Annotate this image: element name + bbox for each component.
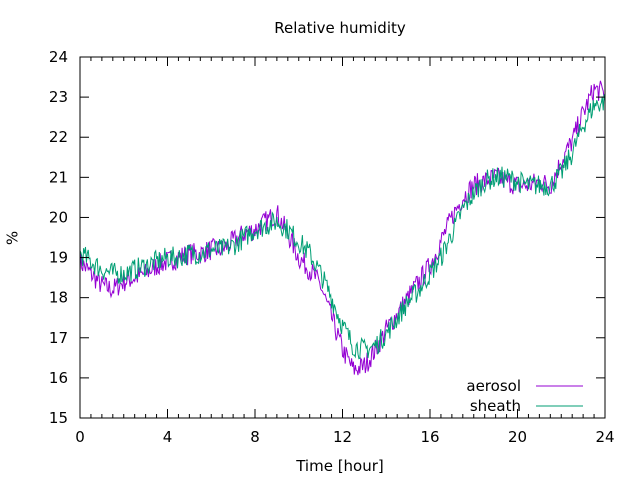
x-tick-label: 16 — [420, 428, 439, 446]
plot-frame — [79, 56, 606, 419]
legend-label-sheath: sheath — [470, 397, 521, 415]
legend: aerosol sheath — [466, 377, 583, 415]
x-axis-label: Time [hour] — [295, 457, 384, 475]
y-tick-label: 20 — [49, 208, 68, 226]
x-tick-label: 4 — [163, 428, 173, 446]
series-line-sheath — [79, 94, 606, 360]
y-tick-label: 21 — [49, 168, 68, 186]
y-tick-label: 18 — [49, 289, 68, 307]
legend-label-aerosol: aerosol — [466, 377, 521, 395]
x-tick-label: 20 — [508, 428, 527, 446]
chart-title: Relative humidity — [274, 19, 406, 37]
x-tick-label: 24 — [595, 428, 614, 446]
x-tick-label: 12 — [333, 428, 352, 446]
y-tick-label: 17 — [49, 329, 68, 347]
series-layer — [79, 80, 606, 376]
series-line-aerosol — [79, 80, 606, 376]
y-tick-label: 22 — [49, 128, 68, 146]
y-tick-label: 19 — [49, 249, 68, 267]
y-tick-label: 23 — [49, 88, 68, 106]
y-tick-label: 15 — [49, 409, 68, 427]
x-tick-label: 0 — [75, 428, 85, 446]
y-tick-label: 16 — [49, 369, 68, 387]
tick-layer: 0 4 8 12 16 20 24 15 16 17 18 19 20 21 22 23 24 — [49, 48, 615, 446]
y-tick-label: 24 — [49, 48, 68, 66]
y-axis-label: % — [4, 231, 22, 245]
x-tick-label: 8 — [250, 428, 260, 446]
